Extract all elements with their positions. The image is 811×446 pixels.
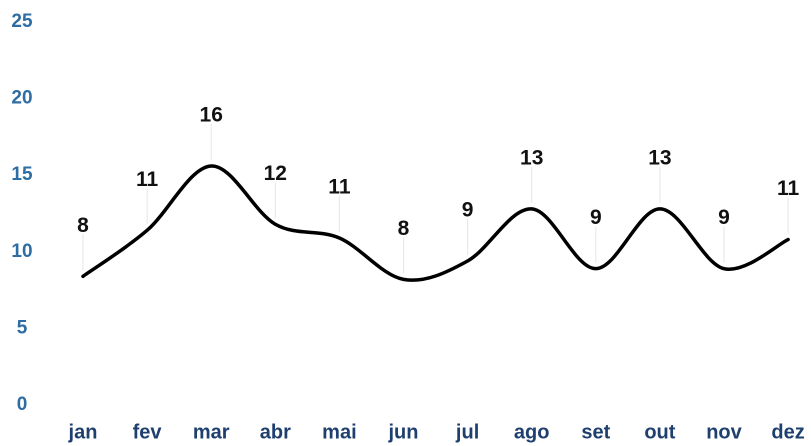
data-label: 9 xyxy=(718,206,730,229)
x-tick-label: dez xyxy=(771,421,804,443)
data-label: 8 xyxy=(77,214,89,237)
line xyxy=(81,164,790,282)
x-tick-label: abr xyxy=(260,421,291,443)
data-label: 13 xyxy=(648,146,671,169)
x-tick-label: jan xyxy=(68,421,98,443)
data-label: 9 xyxy=(462,199,474,222)
data-label: 12 xyxy=(264,162,287,185)
y-tick-label: 15 xyxy=(11,164,33,185)
x-tick-label: fev xyxy=(133,421,163,443)
y-tick-label: 10 xyxy=(11,241,32,262)
y-tick-label: 20 xyxy=(11,88,32,109)
data-label: 16 xyxy=(200,104,223,127)
data-label: 11 xyxy=(777,177,800,200)
data-label: 9 xyxy=(590,206,602,229)
data-label: 13 xyxy=(520,146,543,169)
x-tick-label: mai xyxy=(322,421,356,443)
y-tick-label: 5 xyxy=(17,317,28,338)
x-tick-label: set xyxy=(581,421,610,443)
data-label: 11 xyxy=(136,168,159,191)
x-tick-label: out xyxy=(644,421,675,443)
x-tick-label: jul xyxy=(455,421,479,443)
y-tick-label: 0 xyxy=(17,394,28,415)
data-label: 11 xyxy=(328,176,351,199)
y-tick-label: 25 xyxy=(11,11,33,32)
x-tick-label: nov xyxy=(706,421,742,443)
data-label: 8 xyxy=(398,217,410,240)
x-tick-label: jun xyxy=(388,421,419,443)
x-tick-label: mar xyxy=(193,421,230,443)
x-tick-label: ago xyxy=(514,421,550,443)
